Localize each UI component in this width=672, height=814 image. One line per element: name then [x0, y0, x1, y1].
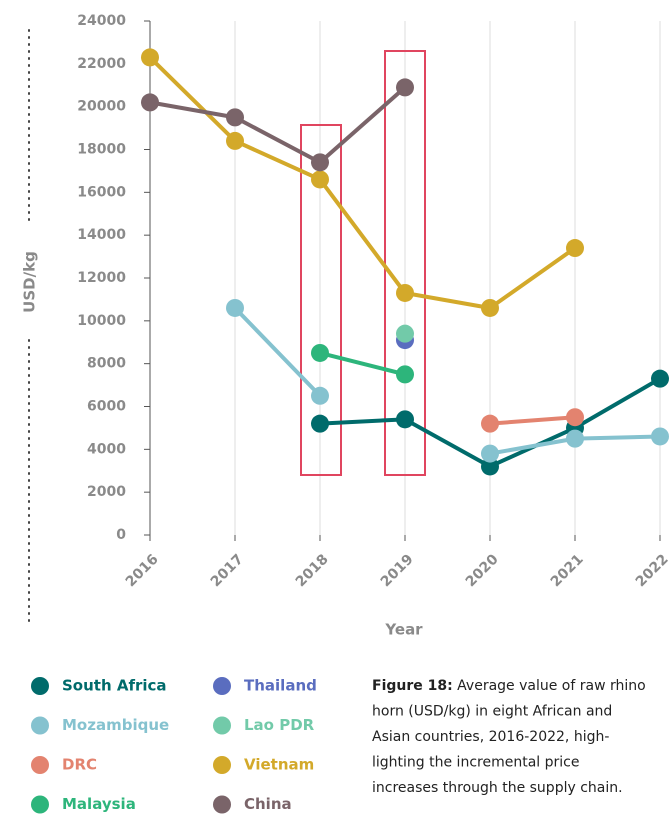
caption-text: Average value of raw rhino	[453, 678, 646, 694]
x-tick-label: 2016	[123, 551, 162, 590]
y-tick-label: 14000	[77, 227, 126, 243]
data-point	[566, 408, 584, 427]
data-point	[226, 298, 244, 317]
y-tick-label: 0	[116, 527, 126, 543]
legend-marker	[213, 677, 231, 695]
caption-text: Asian countries, 2016-2022, high-	[372, 729, 609, 745]
legend-marker	[213, 756, 231, 774]
y-tick-label: 16000	[77, 184, 126, 200]
caption-line: increases through the supply chain.	[372, 780, 623, 796]
legend-marker	[31, 716, 49, 735]
legend-label: Malaysia	[62, 795, 136, 813]
data-point	[396, 365, 414, 384]
y-tick-label: 22000	[77, 56, 126, 72]
caption-text: lighting the incremental price	[372, 755, 579, 771]
data-point	[396, 410, 414, 429]
data-point	[141, 93, 159, 112]
data-point	[566, 429, 584, 448]
caption-line: Figure 18: Average value of raw rhino	[372, 678, 646, 694]
caption-text: increases through the supply chain.	[372, 780, 623, 796]
data-point	[311, 153, 329, 172]
y-tick-label: 4000	[87, 441, 126, 457]
y-tick-label: 18000	[77, 142, 126, 158]
legend-marker	[213, 716, 231, 735]
data-point	[311, 343, 329, 362]
series-line	[149, 85, 407, 165]
caption-label: Figure 18:	[372, 678, 453, 694]
y-tick-label: 10000	[77, 313, 126, 329]
data-point	[141, 48, 159, 67]
x-tick-label: 2020	[463, 551, 502, 590]
data-point	[481, 298, 499, 317]
caption-line: horn (USD/kg) in eight African and	[372, 704, 612, 720]
highlight-box	[300, 124, 342, 476]
y-tick-label: 6000	[87, 399, 126, 415]
caption-line: Asian countries, 2016-2022, high-	[372, 729, 609, 745]
data-point	[396, 324, 414, 343]
x-tick-label: 2017	[208, 551, 247, 590]
legend-marker	[31, 756, 49, 774]
x-tick-label: 2019	[378, 551, 417, 590]
legend-label: South Africa	[62, 677, 167, 695]
data-point	[311, 386, 329, 405]
x-tick-label: 2022	[633, 551, 672, 590]
data-point	[311, 414, 329, 433]
series-line	[148, 55, 577, 310]
y-tick-label: 24000	[77, 13, 126, 29]
data-point	[481, 444, 499, 463]
data-point	[481, 414, 499, 433]
y-tick-label: 12000	[77, 270, 126, 286]
y-axis-label: USD/kg	[21, 251, 39, 313]
legend-marker	[31, 677, 49, 695]
data-point	[651, 369, 669, 388]
y-tick-label: 8000	[87, 356, 126, 372]
legend-label: DRC	[62, 756, 97, 774]
legend-label: Vietnam	[244, 756, 314, 774]
series-line	[233, 306, 661, 456]
data-point	[481, 457, 499, 476]
series-line	[489, 415, 576, 426]
legend-label: Lao PDR	[244, 716, 315, 734]
y-tick-label: 2000	[87, 484, 126, 500]
x-axis-label: Year	[384, 621, 423, 639]
data-point	[396, 283, 414, 302]
legend-marker	[31, 795, 49, 814]
x-tick-label: 2021	[548, 551, 587, 590]
data-point	[226, 131, 244, 150]
caption-text: horn (USD/kg) in eight African and	[372, 704, 612, 720]
caption-line: lighting the incremental price	[372, 755, 579, 771]
legend-marker	[213, 795, 231, 814]
data-point	[566, 239, 584, 258]
legend-label: Mozambique	[62, 716, 169, 734]
y-tick-label: 20000	[77, 99, 126, 115]
series-line	[319, 351, 406, 377]
data-point	[651, 427, 669, 446]
x-tick-label: 2018	[293, 551, 332, 590]
data-point	[226, 108, 244, 127]
data-point	[311, 170, 329, 189]
legend-label: China	[244, 795, 292, 813]
legend-label: Thailand	[244, 677, 317, 695]
data-point	[396, 78, 414, 97]
